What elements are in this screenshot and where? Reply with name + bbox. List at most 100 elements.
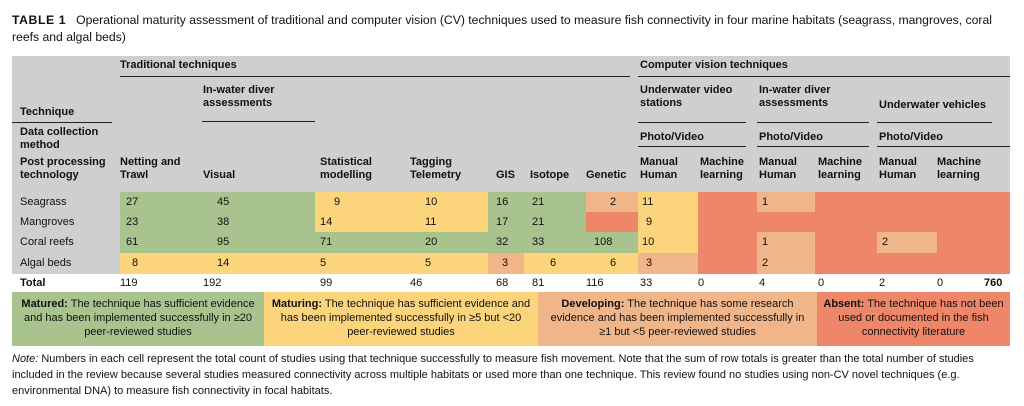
table-label: TABLE 1 [12, 13, 67, 27]
fill-algal-diver-manual [757, 253, 815, 274]
header-pv-2: Photo/Video [759, 131, 823, 143]
cell-seagrass-tagging: 10 [425, 196, 438, 208]
fill-mangroves-rest [698, 212, 1010, 232]
fill-seagrass-video-ml [698, 192, 757, 212]
col-diver-manual: Manual Human [759, 156, 797, 181]
cell-mangroves-gis: 17 [496, 216, 509, 228]
col-tagging-telemetry: Tagging Telemetry [410, 156, 462, 181]
fill-coral-vehicle-manual [877, 232, 937, 253]
legend-maturing-text: The technique has sufficient evidence an… [280, 298, 531, 338]
fill-mangroves-gis-isotope [488, 212, 586, 232]
fill-mangroves-video-manual [638, 212, 698, 232]
header-uw-video: Underwater video stations [640, 84, 733, 109]
header-uw-vehicles: Underwater vehicles [879, 99, 986, 111]
col-vehicle-ml: Machine learning [937, 156, 982, 181]
table-caption: TABLE 1 Operational maturity assessment o… [12, 12, 1012, 46]
fill-coral-video-ml [698, 232, 757, 253]
legend-developing-title: Developing: [561, 298, 625, 310]
legend-absent-text: The technique has not been used or docum… [838, 298, 1004, 338]
total-grand: 760 [984, 277, 1003, 289]
cell-algal-stat: 5 [320, 257, 327, 269]
total-video-ml: 0 [698, 277, 705, 289]
note-text: Numbers in each cell represent the total… [12, 353, 974, 397]
row-label-coral-reefs: Coral reefs [20, 236, 74, 248]
cell-coral-gis: 32 [496, 236, 509, 248]
fill-seagrass-traditional [120, 192, 315, 212]
cell-mangroves-video-manual: 9 [646, 216, 653, 228]
caption-text: Operational maturity assessment of tradi… [12, 13, 992, 44]
fill-algal-traditional [120, 253, 488, 274]
total-visual: 192 [203, 277, 222, 289]
col-statistical-modelling: Statistical modelling [320, 156, 372, 181]
rule-uw-video [638, 122, 746, 123]
total-diver-ml: 0 [818, 277, 825, 289]
cell-coral-stat: 71 [320, 236, 333, 248]
note-label: Note: [12, 353, 39, 365]
cell-coral-vehicle-manual: 2 [882, 236, 889, 248]
rule-pv-1 [638, 146, 746, 147]
legend-developing: Developing: The technique has some resea… [538, 292, 817, 346]
row-label-mangroves: Mangroves [20, 216, 75, 228]
fill-algal-video-ml [698, 253, 757, 274]
col-netting-trawl: Netting and Trawl [120, 156, 181, 181]
cell-seagrass-video-manual: 11 [642, 196, 654, 208]
cell-coral-isotope: 33 [532, 236, 545, 248]
rule-uw-vehicles [877, 122, 992, 123]
fill-coral-vehicle-ml [937, 232, 1010, 253]
total-video-manual: 33 [640, 277, 653, 289]
cell-algal-visual: 14 [217, 257, 230, 269]
cell-coral-video-manual: 10 [642, 236, 655, 248]
header-cv-diver: In-water diver assessments [759, 84, 831, 109]
legend-matured-title: Matured: [21, 298, 68, 310]
legend-absent-title: Absent: [823, 298, 865, 310]
legend-absent: Absent: The technique has not been used … [817, 292, 1010, 346]
fill-coral-diver-manual [757, 232, 815, 253]
legend-developing-text: The technique has some research evidence… [550, 298, 805, 338]
total-gis: 68 [496, 277, 509, 289]
total-tagging: 46 [410, 277, 423, 289]
rule-cv-diver [757, 122, 869, 123]
header-in-water-diver: In-water diver assessments [203, 84, 275, 109]
header-pv-1: Photo/Video [640, 131, 704, 143]
cell-coral-genetic: 108 [594, 236, 613, 248]
maturity-table: Traditional techniques Computer vision t… [12, 56, 1010, 292]
col-video-ml: Machine learning [700, 156, 745, 181]
col-visual: Visual [203, 169, 236, 181]
fill-algal-rest [815, 253, 1010, 274]
cell-seagrass-diver-manual: 1 [762, 196, 769, 208]
table-note: Note: Numbers in each cell represent the… [12, 351, 1012, 399]
fill-coral-diver-ml [815, 232, 877, 253]
cell-coral-netting: 61 [126, 236, 139, 248]
cell-algal-tagging: 5 [425, 257, 432, 269]
total-isotope: 81 [532, 277, 545, 289]
header-post-processing: Post processing technology [20, 156, 106, 181]
cell-coral-tagging: 20 [425, 236, 438, 248]
col-diver-ml: Machine learning [818, 156, 863, 181]
header-pv-3: Photo/Video [879, 131, 943, 143]
col-vehicle-manual: Manual Human [879, 156, 917, 181]
cell-mangroves-visual: 38 [217, 216, 230, 228]
header-data-collection: Data collection method [20, 126, 99, 151]
fill-seagrass-stat-tagging [315, 192, 488, 212]
fill-seagrass-gis-isotope [488, 192, 586, 212]
cell-mangroves-isotope: 21 [532, 216, 545, 228]
fill-mangroves-genetic [586, 212, 638, 232]
cell-seagrass-isotope: 21 [532, 196, 545, 208]
cell-mangroves-stat: 14 [320, 216, 333, 228]
fill-algal-video-manual [638, 253, 698, 274]
rule-in-water-diver [202, 121, 315, 122]
cell-seagrass-netting: 27 [126, 196, 139, 208]
rule-pv-2 [757, 146, 869, 147]
cell-mangroves-tagging: 11 [425, 216, 437, 228]
rule-pv-3 [877, 146, 1010, 147]
fill-mangroves-stat-tagging [315, 212, 488, 232]
total-genetic: 116 [586, 277, 604, 289]
cell-algal-genetic: 6 [610, 257, 617, 269]
fill-algal-gis [488, 253, 524, 274]
cell-algal-netting: 8 [132, 257, 139, 269]
cell-seagrass-gis: 16 [496, 196, 509, 208]
total-vehicle-ml: 0 [937, 277, 944, 289]
cell-mangroves-netting: 23 [126, 216, 139, 228]
cell-seagrass-stat: 9 [334, 196, 341, 208]
total-netting: 119 [120, 277, 138, 289]
